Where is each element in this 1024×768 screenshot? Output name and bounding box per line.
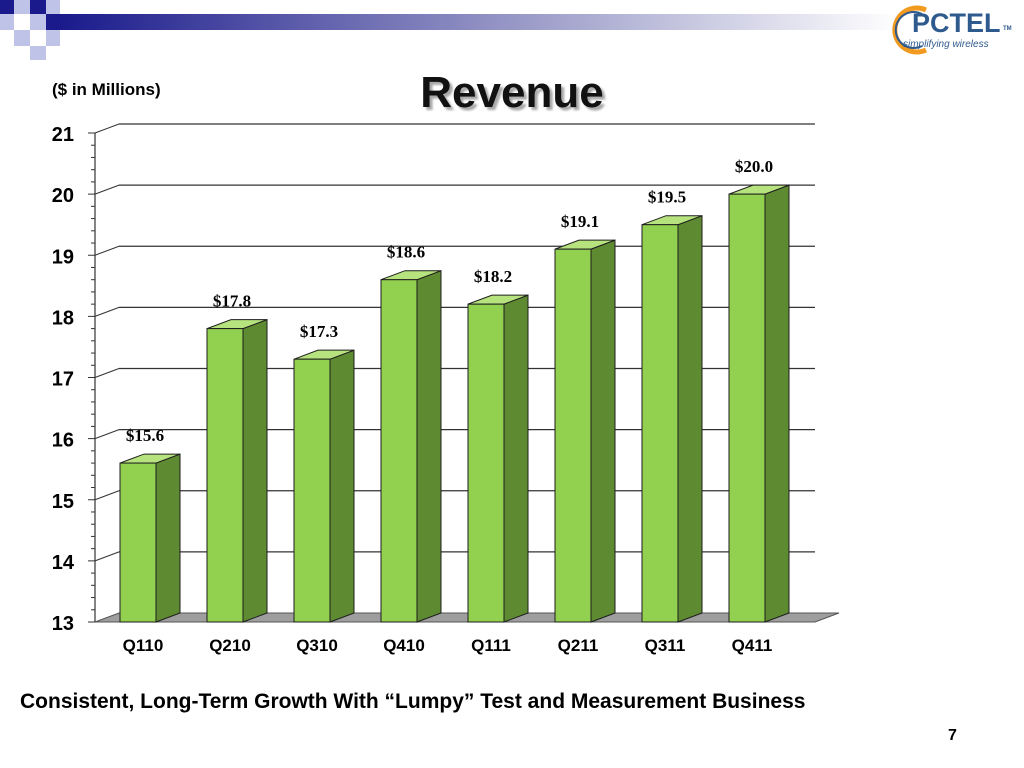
bar-data-label: $17.8: [213, 292, 251, 311]
bar-data-label: $19.1: [561, 212, 599, 231]
logo-trademark: TM: [1003, 26, 1012, 32]
x-category-label: Q111: [471, 636, 511, 655]
x-category-label: Q211: [558, 636, 599, 655]
x-category-label: Q410: [383, 636, 425, 655]
x-category-label: Q311: [645, 636, 686, 655]
slide-title: Revenue: [420, 68, 604, 117]
bar: [206, 328, 244, 623]
bar-side: [242, 318, 268, 623]
x-category-label: Q210: [209, 636, 251, 655]
gridline-diagonal: [94, 429, 120, 440]
deco-square: [14, 30, 30, 46]
bar-side: [590, 239, 616, 623]
bar-data-label: $18.2: [474, 267, 512, 286]
x-category-label: Q110: [123, 636, 164, 655]
gridline-diagonal: [94, 551, 120, 562]
gridline-diagonal: [94, 245, 120, 256]
units-label: ($ in Millions): [52, 80, 161, 99]
y-tick-label: 18: [52, 307, 74, 329]
logo-swoosh-icon: [892, 5, 928, 55]
x-category-label: Q310: [296, 636, 338, 655]
logo-wordmark: PCTEL: [912, 8, 1001, 38]
page-number: 7: [948, 727, 957, 744]
bar: [293, 358, 331, 623]
y-tick-label: 21: [52, 124, 74, 146]
bar: [728, 193, 766, 623]
bar-data-label: $19.5: [648, 188, 686, 207]
y-tick-label: 20: [52, 185, 74, 207]
gridline-diagonal: [94, 368, 120, 378]
gridline-diagonal: [94, 123, 120, 134]
y-tick-label: 13: [52, 613, 74, 635]
logo-tagline: simplifying wireless: [903, 39, 989, 50]
y-tick-label: 19: [52, 246, 74, 268]
header-band: [60, 14, 900, 30]
bar-side: [764, 184, 790, 623]
deco-square: [30, 14, 46, 30]
bar: [641, 224, 679, 623]
bar-side: [155, 453, 181, 623]
bar-side: [677, 214, 703, 623]
deco-square: [0, 0, 14, 14]
pctel-logo: [886, 4, 1020, 56]
gridline-diagonal: [94, 184, 120, 195]
deco-square: [0, 14, 14, 30]
bar-data-label: $20.0: [735, 157, 773, 176]
deco-square: [30, 0, 46, 14]
gridline-diagonal: [94, 306, 120, 317]
bar: [554, 248, 592, 623]
bar-side: [503, 294, 529, 623]
slide-tagline: Consistent, Long-Term Growth With “Lumpy…: [20, 690, 806, 713]
x-category-label: Q411: [732, 636, 773, 655]
corner-decoration: [0, 0, 900, 60]
y-tick-label: 16: [52, 430, 74, 452]
deco-square: [14, 14, 30, 30]
bar-data-label: $15.6: [126, 426, 164, 445]
deco-square: [30, 46, 46, 60]
y-tick-label: 15: [52, 491, 74, 513]
deco-square: [46, 30, 60, 46]
deco-square: [46, 0, 60, 14]
y-tick-label: 14: [52, 552, 75, 574]
bar-data-label: $18.6: [387, 243, 425, 262]
gridline-diagonal: [94, 490, 120, 501]
bar: [119, 462, 157, 623]
deco-square: [46, 14, 60, 30]
bar: [467, 303, 505, 623]
bar: [380, 279, 418, 623]
bar-side: [329, 349, 355, 623]
y-tick-label: 17: [52, 369, 74, 391]
bar-data-label: $17.3: [300, 322, 338, 341]
deco-square: [14, 0, 30, 14]
bar-side: [416, 269, 442, 623]
